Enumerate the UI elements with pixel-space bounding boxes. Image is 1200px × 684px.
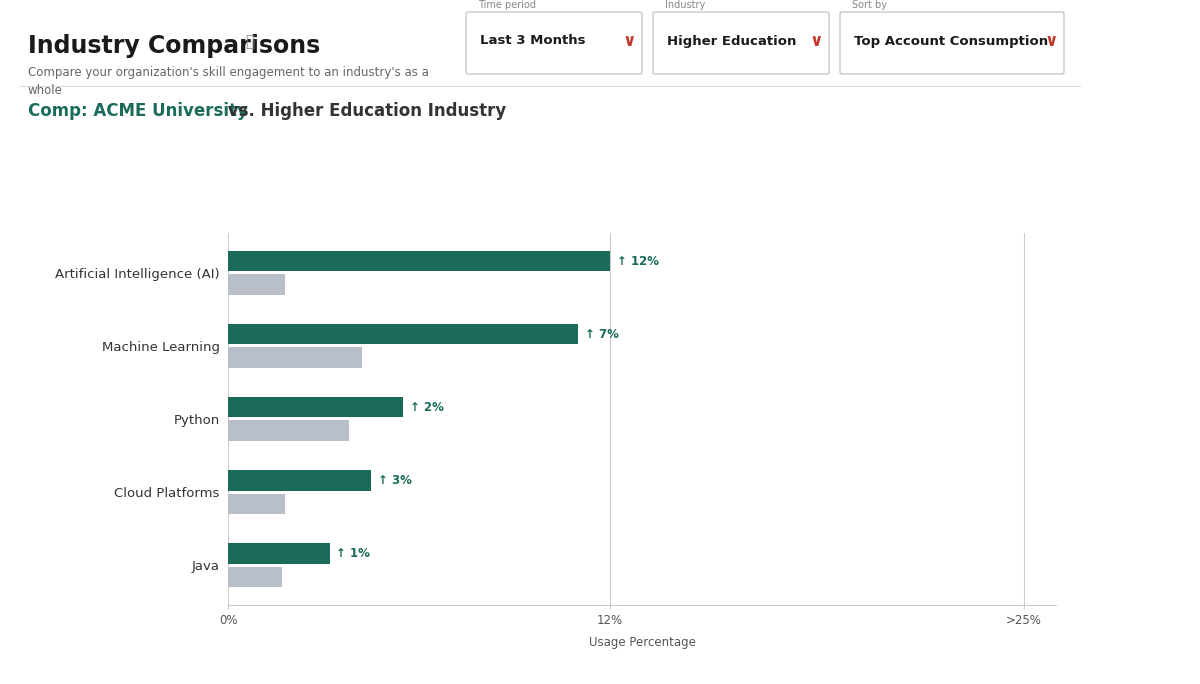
X-axis label: Usage Percentage: Usage Percentage (588, 635, 696, 648)
Bar (228, 324, 578, 345)
Text: ∨: ∨ (622, 32, 636, 50)
Text: Comp: ACME University: Comp: ACME University (28, 102, 248, 120)
Text: Industry Comparisons: Industry Comparisons (28, 34, 320, 58)
Text: Top Account Consumption: Top Account Consumption (854, 34, 1048, 47)
Text: Compare your organization's skill engagement to an industry's as a
whole: Compare your organization's skill engage… (28, 66, 428, 97)
Text: ↑ 3%: ↑ 3% (378, 474, 412, 487)
Text: ⓘ: ⓘ (245, 34, 254, 49)
Text: Time period: Time period (478, 0, 536, 10)
Text: Higher Education: Higher Education (667, 34, 797, 47)
Bar (228, 251, 610, 272)
Text: Industry: Industry (665, 0, 706, 10)
FancyBboxPatch shape (466, 12, 642, 74)
Bar (228, 470, 371, 490)
Bar (228, 347, 361, 368)
Bar (228, 397, 403, 417)
Text: ∨: ∨ (1044, 32, 1057, 50)
Text: vs. Higher Education Industry: vs. Higher Education Industry (222, 102, 506, 120)
Bar (228, 421, 349, 441)
Text: Last 3 Months: Last 3 Months (480, 34, 586, 47)
Text: ↑ 2%: ↑ 2% (409, 401, 443, 414)
Text: Sort by: Sort by (852, 0, 887, 10)
Text: ↑ 1%: ↑ 1% (336, 547, 370, 560)
Text: ↑ 7%: ↑ 7% (584, 328, 618, 341)
Bar (228, 543, 330, 564)
FancyBboxPatch shape (840, 12, 1064, 74)
FancyBboxPatch shape (653, 12, 829, 74)
Bar (228, 494, 286, 514)
Bar (228, 274, 286, 295)
Text: ↑ 12%: ↑ 12% (617, 254, 659, 267)
Bar (228, 566, 282, 587)
Text: ∨: ∨ (809, 32, 822, 50)
